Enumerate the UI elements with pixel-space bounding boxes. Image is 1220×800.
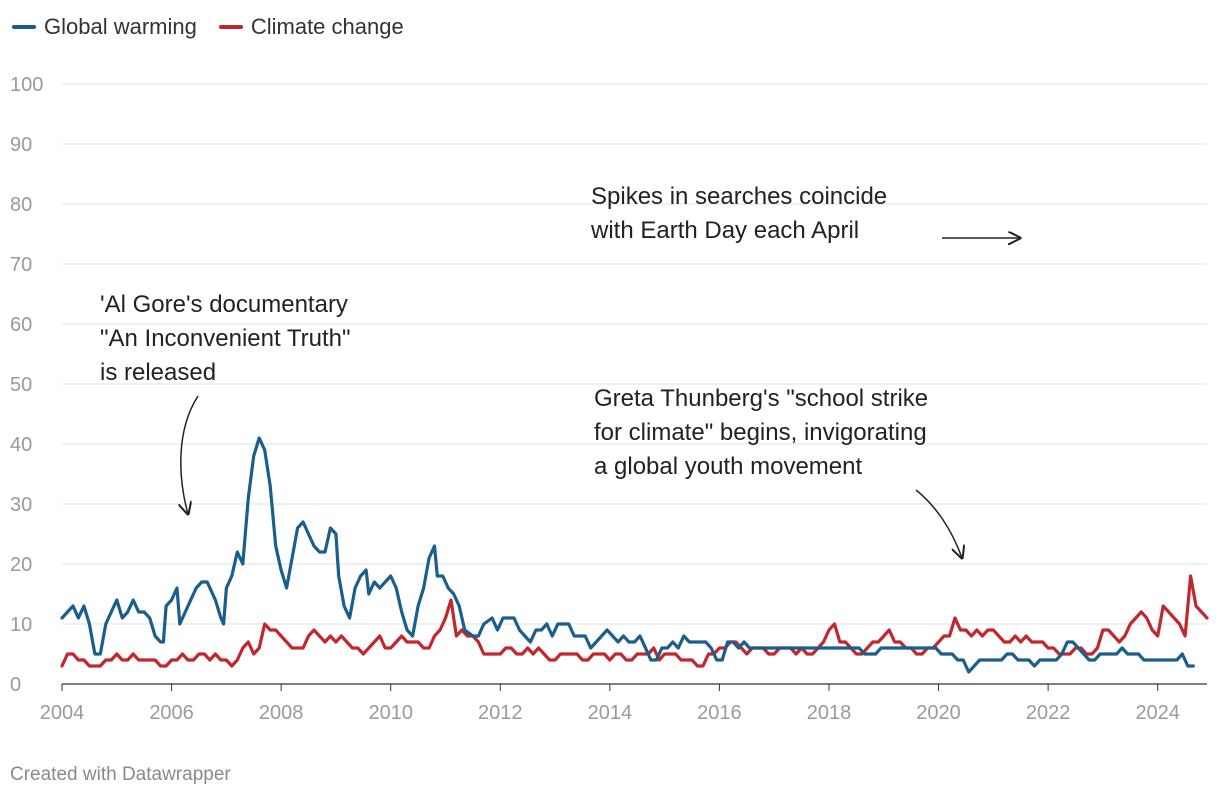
x-axis: 2004 2006 2008 2010 2012 2014 2016 2018 2020 2022… xyxy=(40,683,1207,724)
series-line-climate-change xyxy=(60,574,1209,668)
y-tick-label: 0 xyxy=(10,674,21,696)
x-tick-label: 2018 xyxy=(807,702,852,724)
y-tick-label: 10 xyxy=(10,614,32,636)
grid-lines xyxy=(62,83,1207,625)
annotation-text: 'Al Gore's documentary "An Inconvenient … xyxy=(100,291,357,386)
y-tick-label: 100 xyxy=(10,74,43,96)
y-tick-label: 70 xyxy=(10,254,32,276)
x-tick-label: 2004 xyxy=(40,702,85,724)
y-tick-label: 50 xyxy=(10,374,32,396)
annotation-line: is released xyxy=(100,359,216,386)
annotation-greta-thunberg: Greta Thunberg's "school strike for clim… xyxy=(594,385,962,558)
legend-label: Global warming xyxy=(44,14,197,39)
annotation-arrow xyxy=(181,395,199,514)
x-tick-label: 2020 xyxy=(916,702,961,724)
annotation-text: Greta Thunberg's "school strike for clim… xyxy=(594,385,935,480)
x-tick-label: 2006 xyxy=(149,702,194,724)
x-tick-label: 2014 xyxy=(588,702,633,724)
legend-swatch xyxy=(12,25,36,29)
series-layer xyxy=(60,436,1209,674)
annotation-line: "An Inconvenient Truth" xyxy=(100,325,351,352)
y-tick-label: 60 xyxy=(10,314,32,336)
annotation-earth-day: Spikes in searches coincide with Earth D… xyxy=(590,183,1020,244)
annotation-line: Greta Thunberg's "school strike xyxy=(594,385,928,412)
x-tick-label: 2012 xyxy=(478,702,523,724)
legend-label: Climate change xyxy=(250,14,404,39)
y-axis: 0 10 20 30 40 50 60 70 80 90 100 xyxy=(10,74,43,696)
legend-swatch xyxy=(218,25,243,29)
y-tick-label: 30 xyxy=(10,494,32,516)
annotation-line: Spikes in searches coincide xyxy=(591,183,887,210)
annotation-line: a global youth movement xyxy=(594,453,862,480)
legend-item-climate-change: Climate change xyxy=(218,14,404,40)
x-tick-label: 2024 xyxy=(1135,702,1180,724)
x-tick-label: 2016 xyxy=(697,702,742,724)
y-tick-label: 80 xyxy=(10,194,32,216)
series-line-global-warming xyxy=(60,436,1195,674)
x-tick-label: 2010 xyxy=(368,702,413,724)
annotation-arrow xyxy=(915,489,962,558)
annotation-text: Spikes in searches coincide with Earth D… xyxy=(590,183,894,244)
y-tick-label: 40 xyxy=(10,434,32,456)
x-tick-label: 2008 xyxy=(259,702,304,724)
annotation-inconvenient-truth: 'Al Gore's documentary "An Inconvenient … xyxy=(100,291,357,514)
annotation-line: for climate" begins, invigorating xyxy=(594,419,927,446)
x-tick-label: 2022 xyxy=(1026,702,1071,724)
y-tick-label: 90 xyxy=(10,134,32,156)
annotation-line: 'Al Gore's documentary xyxy=(100,291,348,318)
credit-footer: Created with Datawrapper xyxy=(10,764,231,785)
legend-item-global-warming: Global warming xyxy=(12,14,197,40)
legend: Global warming Climate change xyxy=(12,14,404,40)
y-tick-label: 20 xyxy=(10,554,32,576)
annotation-line: with Earth Day each April xyxy=(590,217,859,244)
